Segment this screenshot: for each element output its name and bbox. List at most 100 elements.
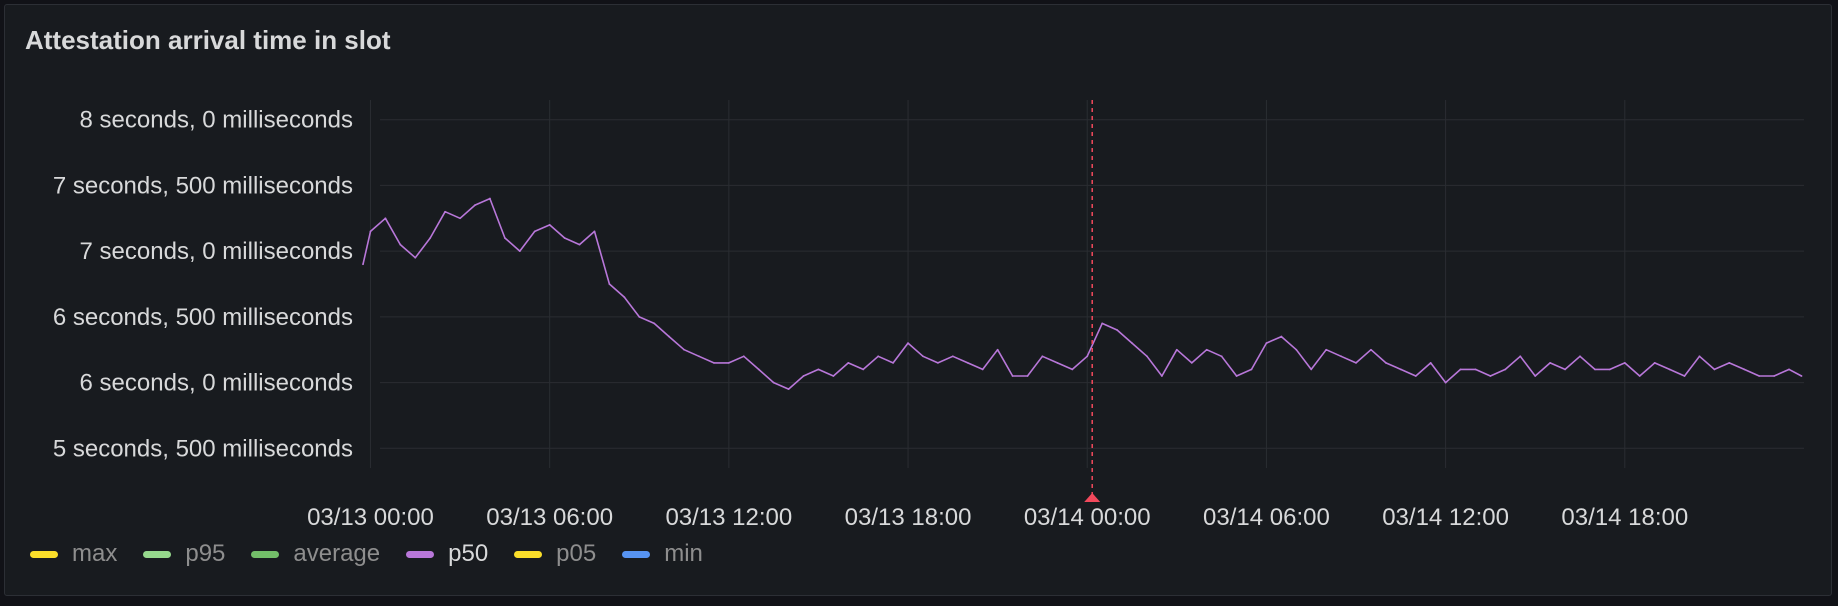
data-point-p50 [847,361,850,364]
data-point-p50 [966,361,969,364]
data-point-p50 [1773,375,1776,377]
data-point-p50 [1519,355,1522,358]
data-point-p50 [757,368,760,371]
data-point-p50 [1011,375,1014,377]
data-point-p50 [922,355,924,358]
data-point-p50 [1474,368,1477,371]
data-point-p50 [503,237,506,239]
data-point-p50 [802,375,805,377]
data-point-p50 [1175,348,1178,351]
legend-item-average[interactable]: average [251,540,380,568]
data-point-p50 [1146,355,1148,358]
data-point-p50 [1623,361,1626,364]
data-point-p50 [1235,375,1238,377]
data-point-p50 [429,237,432,239]
legend-item-max[interactable]: max [30,540,117,568]
data-point-p50 [727,361,730,364]
data-point-p50 [1101,322,1104,325]
data-point-p50 [444,210,447,213]
legend-swatch [622,550,651,558]
x-tick-label: 03/13 18:00 [845,504,972,531]
chart-panel: Attestation arrival time in slot [4,4,1832,596]
x-tick-label: 03/14 18:00 [1561,504,1688,531]
data-point-p50 [1698,355,1701,358]
y-tick-label: 6 seconds, 0 milliseconds [80,370,353,397]
data-point-p50 [996,348,999,351]
data-point-p50 [877,355,880,358]
data-point-p50 [414,256,417,259]
data-point-p50 [668,335,671,338]
data-point-p50 [1280,335,1283,338]
legend-swatch [406,550,435,558]
legend-item-p50[interactable]: p50 [406,540,488,568]
legend-item-p95[interactable]: p95 [143,540,225,568]
data-point-p50 [683,348,685,351]
legend-swatch [251,550,280,558]
legend-label: p50 [448,540,489,567]
data-point-p50 [623,296,626,299]
data-point-p50 [937,361,939,364]
data-point-p50 [399,243,402,246]
data-point-p50 [1653,361,1656,364]
data-point-p50 [362,263,364,266]
data-point-p50 [1116,329,1118,331]
data-point-p50 [1564,368,1566,371]
data-point-p50 [1056,361,1059,364]
y-tick-label: 8 seconds, 0 milliseconds [80,107,353,134]
data-point-p50 [1131,342,1133,345]
data-point-p50 [1788,368,1790,371]
data-point-p50 [563,237,566,239]
data-point-p50 [548,223,551,226]
legend-item-min[interactable]: min [622,540,703,568]
data-point-p50 [489,197,491,200]
data-point-p50 [1220,355,1223,358]
data-point-p50 [1429,361,1432,364]
data-point-p50 [1399,368,1402,371]
data-point-p50 [951,355,954,358]
data-point-p50 [593,230,596,233]
data-point-p50 [713,361,715,364]
data-point-p50 [1549,361,1552,364]
data-point-p50 [1414,375,1417,377]
data-point-p50 [1444,381,1447,384]
legend-label: average [293,540,381,567]
data-point-p50 [907,342,909,345]
data-point-p50 [533,230,536,233]
data-point-p50 [1758,375,1761,377]
data-point-p50 [1683,375,1686,377]
chart-legend: max p95 average p50 p05 min [30,540,729,568]
data-point-p50 [892,361,895,364]
data-point-p50 [981,368,984,371]
panel-title: Attestation arrival time in slot [25,25,391,55]
y-tick-label: 7 seconds, 0 milliseconds [80,238,353,265]
data-point-p50 [1190,361,1193,364]
data-point-p50 [1728,361,1731,364]
legend-item-p05[interactable]: p05 [514,540,596,568]
data-point-p50 [1205,348,1208,351]
data-point-p50 [1713,368,1716,371]
data-point-p50 [862,368,865,371]
legend-label: max [72,540,118,567]
data-point-p50 [1668,368,1671,371]
x-tick-label: 03/14 06:00 [1203,504,1330,531]
data-point-p50 [1534,375,1537,377]
data-point-p50 [1325,348,1328,351]
x-tick-label: 03/13 00:00 [307,504,434,531]
data-point-p50 [1800,375,1803,377]
data-point-p50 [1026,375,1029,377]
data-point-p50 [1638,375,1641,377]
data-point-p50 [1489,375,1492,377]
data-point-p50 [1250,368,1253,371]
data-point-p50 [1743,368,1746,371]
data-point-p50 [1071,368,1074,371]
x-tick-label: 03/13 06:00 [486,504,613,531]
data-point-p50 [698,355,700,358]
data-point-p50 [772,381,775,384]
data-point-p50 [474,204,476,207]
data-point-p50 [1384,361,1387,364]
data-point-p50 [1579,355,1581,358]
data-point-p50 [518,250,521,253]
legend-label: p05 [556,540,597,567]
data-point-p50 [1594,368,1596,371]
